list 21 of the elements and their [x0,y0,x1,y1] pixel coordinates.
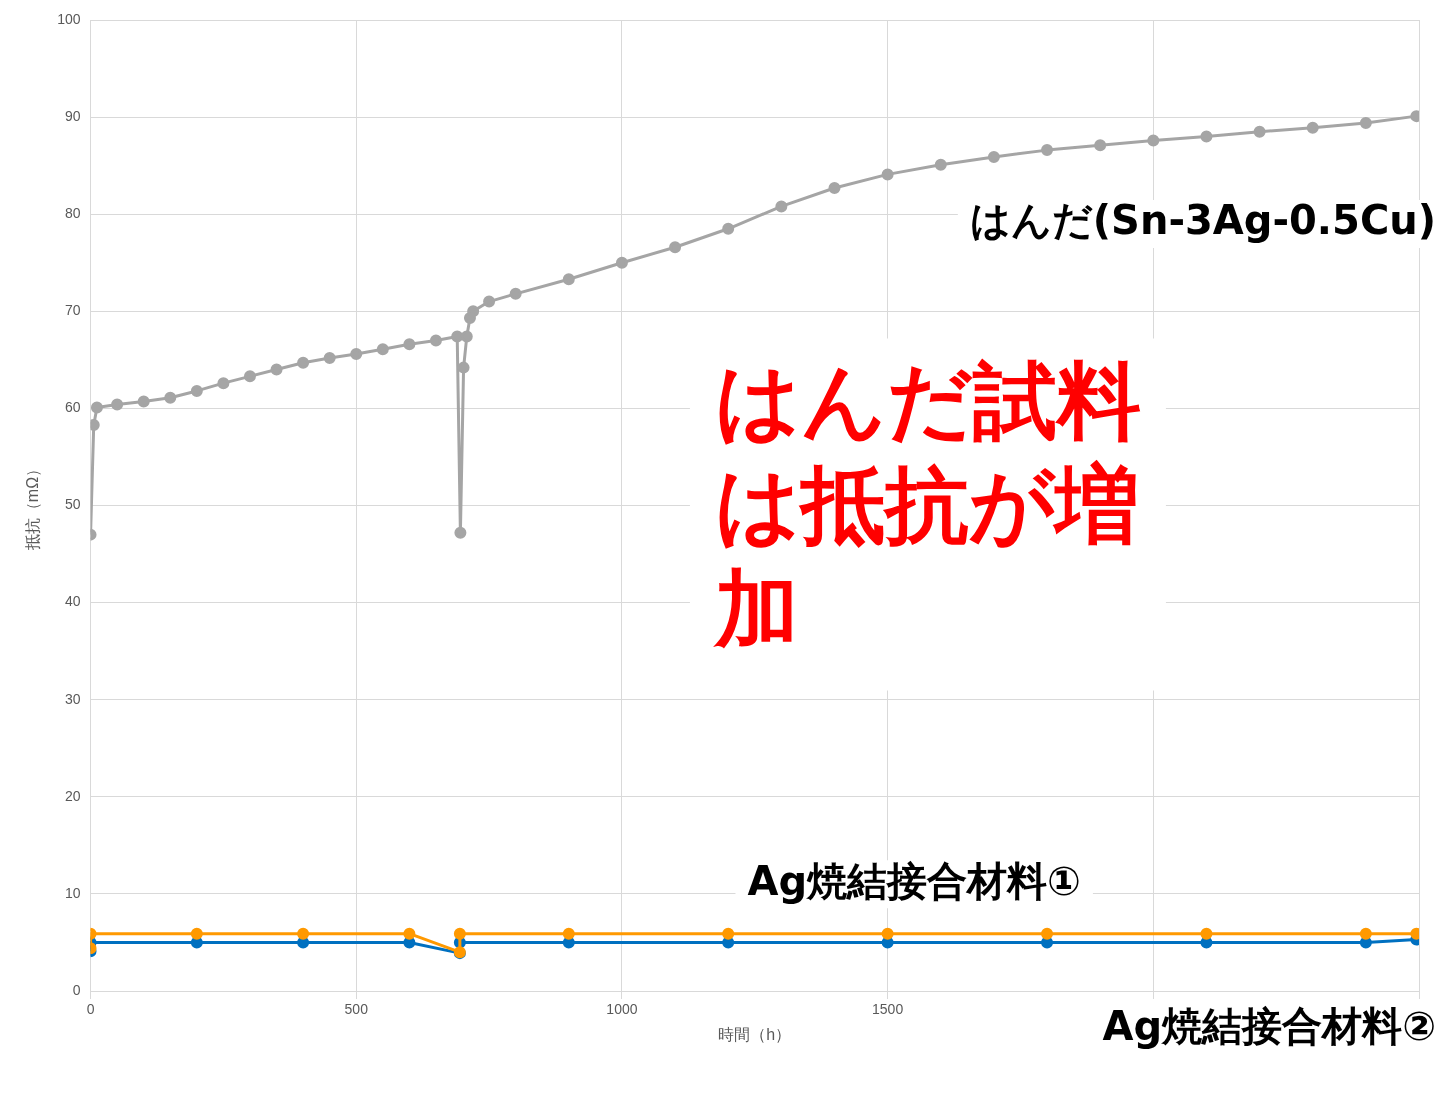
x-axis-title: 時間（h） [718,1025,792,1043]
y-tick-label: 50 [64,496,81,513]
y-tick-label: 80 [64,205,81,222]
annotation: はんだ試料は抵抗が増加 [712,352,1141,659]
x-tick-label: 1000 [606,1001,638,1018]
y-tick-label: 90 [64,107,81,124]
y-tick-label: 100 [57,10,81,27]
series-label: Ag焼結接合材料① [747,857,1081,904]
y-tick-label: 30 [64,690,81,707]
x-tick-label: 1500 [872,1001,904,1018]
y-tick-label: 10 [64,884,81,901]
y-tick-label: 60 [64,399,81,416]
series-label: はんだ(Sn-3Ag-0.5Cu) [969,197,1437,244]
y-axis-title: 抵抗（mΩ） [24,460,42,552]
y-tick-label: 20 [64,787,81,804]
series-label: Ag焼結接合材料② [1102,1003,1437,1050]
y-tick-label: 70 [64,302,81,319]
x-tick-label: 0 [86,1001,95,1018]
y-tick-label: 40 [64,593,81,610]
x-tick-label: 500 [344,1001,369,1018]
y-tick-label: 0 [72,981,81,998]
